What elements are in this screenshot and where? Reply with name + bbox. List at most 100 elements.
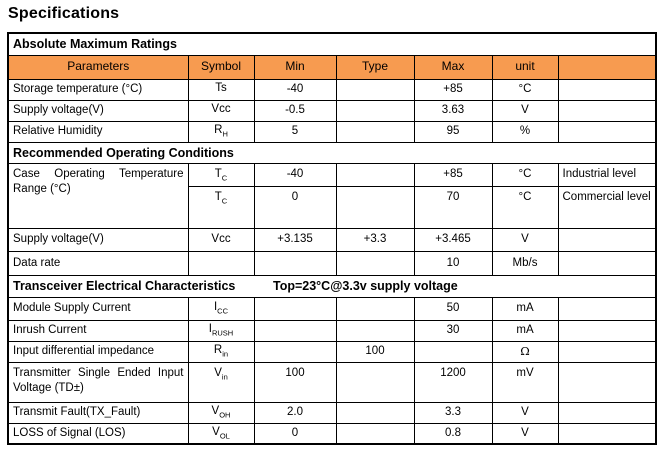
section-header-row: Transceiver Electrical Characteristics To… [7, 275, 657, 298]
symbol-base: Vcc [211, 103, 231, 116]
symbol-cell: ICC [187, 296, 255, 321]
unit-cell: °C [491, 163, 559, 187]
type-cell [335, 186, 415, 229]
max-cell: +3.465 [413, 228, 493, 252]
note-cell [557, 99, 657, 122]
specifications-table: Absolute Maximum Ratings Parameters Symbol… [7, 32, 658, 445]
param-cell: Relative Humidity [7, 120, 189, 143]
column-header-row: Parameters Symbol Min Type Max unit [7, 54, 657, 80]
symbol-cell: TC [187, 186, 255, 229]
unit-cell: V [491, 99, 559, 122]
type-cell: +3.3 [335, 228, 415, 252]
symbol-cell: Vcc [187, 228, 255, 252]
note-cell [557, 296, 657, 321]
type-cell [335, 296, 415, 321]
type-cell [335, 319, 415, 342]
max-cell: 70 [413, 186, 493, 229]
table-row: LOSS of Signal (LOS) VOL 0 0.8 V [7, 422, 657, 445]
section-header-cell: Transceiver Electrical Characteristics To… [7, 275, 657, 298]
symbol-cell: VOH [187, 401, 255, 424]
type-cell [335, 99, 415, 122]
min-cell: -0.5 [253, 99, 337, 122]
column-header-cell: Parameters [7, 54, 189, 80]
symbol-base: Vcc [211, 232, 231, 245]
param-cell: Transmit Fault(TX_Fault) [7, 401, 189, 424]
note-cell [557, 361, 657, 403]
type-cell [335, 78, 415, 101]
max-cell: 3.3 [413, 401, 493, 424]
unit-cell: Mb/s [491, 251, 559, 276]
table-row: Module Supply Current ICC 50 mA [7, 296, 657, 321]
table-row: Case Operating Temperature Range (°C) TC -… [7, 163, 657, 229]
min-cell: 100 [253, 361, 337, 403]
note-cell [557, 340, 657, 363]
table-row: Transmit Fault(TX_Fault) VOH 2.0 3.3 V [7, 401, 657, 424]
page-title: Specifications [8, 5, 120, 22]
max-cell: 50 [413, 296, 493, 321]
section-title: Absolute Maximum Ratings [13, 37, 177, 51]
symbol-subscript: in [221, 371, 228, 381]
type-cell [335, 401, 415, 424]
section-header-cell: Recommended Operating Conditions [7, 141, 657, 164]
param-cell: Data rate [7, 251, 189, 276]
symbol-base: I [208, 323, 212, 336]
column-header-cell: Min [253, 54, 337, 80]
symbol-base: T [214, 191, 222, 203]
param-cell: Case Operating Temperature Range (°C) [7, 163, 189, 229]
min-cell: 0 [253, 422, 337, 445]
min-cell: 2.0 [253, 401, 337, 424]
symbol-subscript: C [221, 196, 228, 206]
max-cell: +85 [413, 163, 493, 187]
unit-cell: V [491, 228, 559, 252]
symbol-subscript: in [222, 349, 229, 359]
symbol-base: V [214, 366, 222, 379]
symbol-base: V [211, 405, 220, 418]
note-cell [557, 401, 657, 424]
symbol-base: V [212, 426, 220, 439]
max-cell: 0.8 [413, 422, 493, 445]
max-cell: 10 [413, 251, 493, 276]
type-cell [335, 422, 415, 445]
param-cell: Input differential impedance [7, 340, 189, 363]
type-cell [335, 361, 415, 403]
symbol-subscript: OH [219, 410, 231, 420]
symbol-subscript: H [222, 129, 228, 139]
max-cell: 1200 [413, 361, 493, 403]
min-cell: -40 [253, 163, 337, 187]
note-cell: Commercial level [557, 186, 657, 229]
column-header-cell: Max [413, 54, 493, 80]
column-header-cell [557, 54, 657, 80]
note-cell [557, 319, 657, 342]
symbol-base: R [214, 124, 223, 137]
min-cell: -40 [253, 78, 337, 101]
symbol-base: R [213, 344, 223, 357]
table-row: Supply voltage(V) Vcc -0.5 3.63 V [7, 99, 657, 122]
min-cell [253, 340, 337, 363]
param-cell: Transmitter Single Ended Input Voltage (… [7, 361, 189, 403]
table-row: Inrush Current IRUSH 30 mA [7, 319, 657, 342]
table-row: Data rate 10 Mb/s [7, 251, 657, 276]
max-cell: 30 [413, 319, 493, 342]
max-cell: 95 [413, 120, 493, 143]
min-cell [253, 251, 337, 276]
type-cell: 100 [335, 340, 415, 363]
max-cell [413, 340, 493, 363]
symbol-cell: Vin [187, 361, 255, 403]
column-header-cell: Type [335, 54, 415, 80]
min-cell [253, 296, 337, 321]
column-header-cell: unit [491, 54, 559, 80]
note-cell [557, 120, 657, 143]
section-header-cell: Absolute Maximum Ratings [7, 32, 657, 56]
unit-cell: mV [491, 361, 559, 403]
table-row: Supply voltage(V) Vcc +3.135 +3.3 +3.465 V [7, 228, 657, 252]
max-cell: 3.63 [413, 99, 493, 122]
symbol-cell: VOL [187, 422, 255, 445]
table-row: Input differential impedance Rin 100 Ω [7, 340, 657, 363]
symbol-subscript: OL [219, 431, 230, 441]
note-cell [557, 78, 657, 101]
table-row: TC 0 70 °C Commercial level [8, 186, 657, 229]
note-cell [557, 422, 657, 445]
column-header-cell: Symbol [187, 54, 255, 80]
unit-cell: Ω [491, 340, 559, 363]
min-cell: +3.135 [253, 228, 337, 252]
